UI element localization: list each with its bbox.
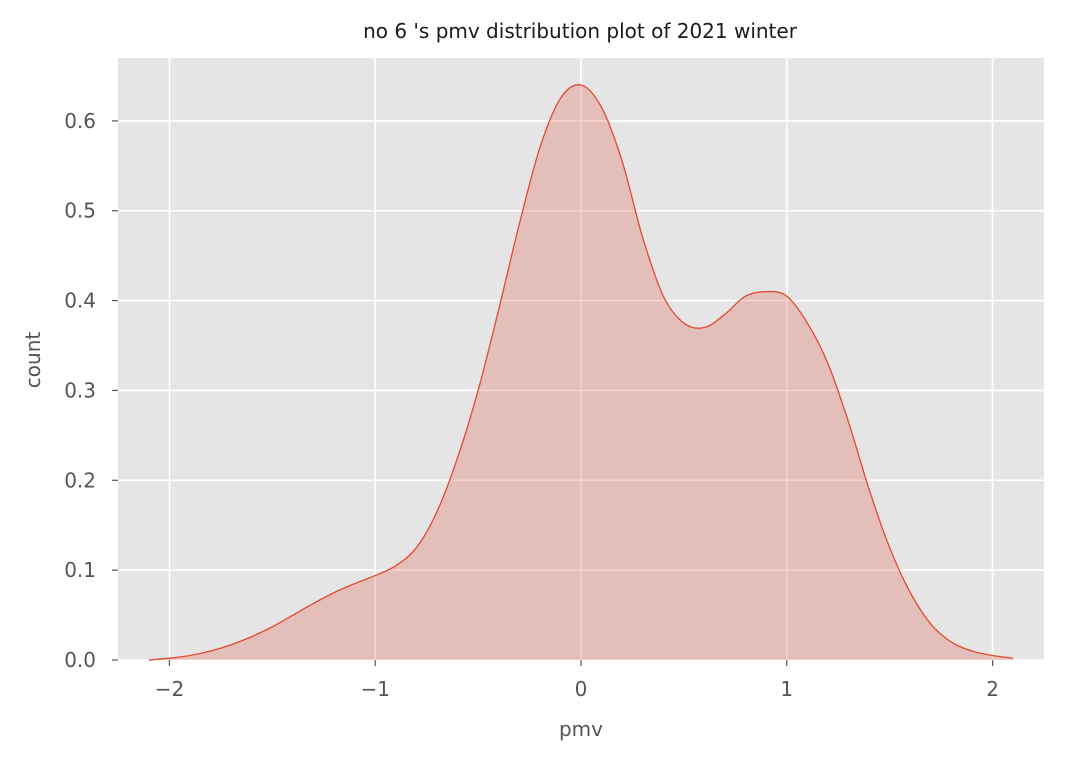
y-tick-label: 0.4	[64, 289, 96, 313]
x-tick-label: −2	[155, 677, 184, 701]
kde-area	[148, 84, 1014, 661]
x-axis-ticks: −2 −1 0 1 2	[155, 660, 999, 701]
x-tick-label: −1	[360, 677, 389, 701]
x-tick-label: 0	[575, 677, 588, 701]
y-tick-label: 0.1	[64, 558, 96, 582]
y-tick-label: 0.5	[64, 199, 96, 223]
y-tick-label: 0.0	[64, 648, 96, 672]
y-axis-ticks: 0.0 0.1 0.2 0.3 0.4 0.5 0.6	[64, 109, 118, 672]
y-tick-label: 0.6	[64, 109, 96, 133]
y-axis-label: count	[21, 332, 45, 389]
grid-lines	[118, 58, 1044, 661]
y-tick-label: 0.2	[64, 468, 96, 492]
chart-title: no 6 's pmv distribution plot of 2021 wi…	[363, 19, 798, 43]
kde-fill	[148, 84, 1014, 660]
x-axis-label: pmv	[559, 717, 603, 741]
x-tick-label: 2	[986, 677, 999, 701]
y-tick-label: 0.3	[64, 378, 96, 402]
x-tick-label: 1	[780, 677, 793, 701]
kde-line	[148, 84, 1014, 661]
